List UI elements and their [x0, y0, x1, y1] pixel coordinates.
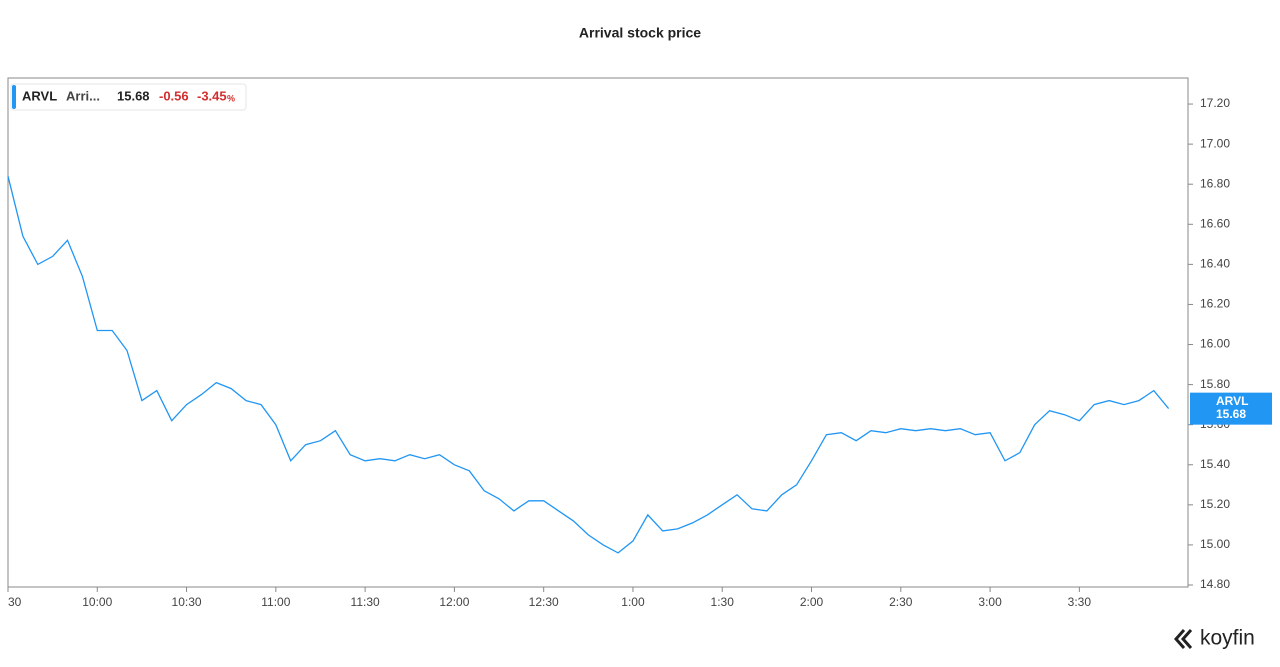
legend-box — [10, 83, 247, 111]
y-tick-label: 16.00 — [1200, 337, 1230, 351]
x-tick-label: 3:00 — [978, 595, 1002, 609]
price-tag — [1190, 392, 1272, 425]
legend-ticker: ARVL — [22, 88, 57, 103]
y-tick-label: 14.80 — [1200, 577, 1230, 591]
brand-logo: koyfin — [1173, 627, 1255, 650]
legend-change-pct: -3.45 — [197, 88, 227, 103]
y-tick-label: 15.80 — [1200, 377, 1230, 391]
legend: ARVL Arri... 15.68 -0.56 -3.45 % — [10, 83, 247, 111]
y-tick-label: 17.20 — [1200, 96, 1230, 110]
legend-change: -0.56 — [159, 88, 189, 103]
y-tick-label: 16.80 — [1200, 176, 1230, 190]
x-tick-label: 11:30 — [351, 595, 380, 609]
y-tick-label: 16.20 — [1200, 297, 1230, 311]
brand-name: koyfin — [1200, 627, 1255, 650]
legend-pct-unit: % — [227, 93, 235, 103]
x-tick-label: 10:30 — [172, 595, 202, 609]
price-tag-value: 15.68 — [1216, 407, 1246, 421]
x-tick-label: 12:00 — [439, 595, 469, 609]
x-tick-label: 3:30 — [1068, 595, 1092, 609]
x-tick-label: 1:30 — [711, 595, 735, 609]
y-tick-label: 16.60 — [1200, 216, 1230, 230]
y-tick-label: 15.00 — [1200, 537, 1230, 551]
y-tick-label: 16.40 — [1200, 257, 1230, 271]
chart-title: Arrival stock price — [579, 25, 701, 41]
plot-frame — [7, 77, 1189, 588]
legend-name: Arri... — [66, 88, 100, 103]
legend-last: 15.68 — [117, 88, 150, 103]
x-tick-label: 1:00 — [621, 595, 645, 609]
x-tick-label: 12:30 — [529, 595, 559, 609]
x-tick-label: 10:00 — [82, 595, 112, 609]
price-line — [7, 176, 1170, 554]
x-tick-label: 2:00 — [800, 595, 824, 609]
y-tick-label: 15.20 — [1200, 497, 1230, 511]
brand-icon — [1173, 629, 1193, 649]
x-tick-label: 30 — [8, 595, 22, 609]
price-tag-ticker: ARVL — [1216, 394, 1248, 408]
y-tick-label: 15.40 — [1200, 457, 1230, 471]
y-tick-label: 17.00 — [1200, 136, 1230, 150]
x-tick-label: 2:30 — [889, 595, 913, 609]
x-tick-label: 11:00 — [261, 595, 290, 609]
legend-swatch — [12, 85, 16, 109]
